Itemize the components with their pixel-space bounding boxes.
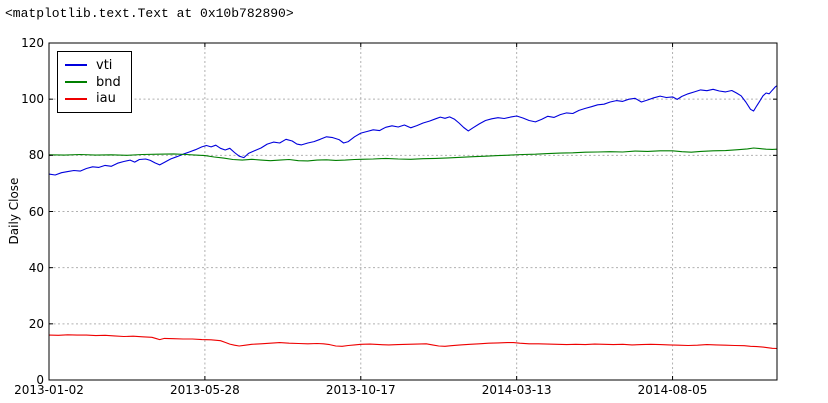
y-tick-label: 80: [28, 148, 44, 163]
x-tick-label: 2013-10-17: [325, 383, 396, 397]
bnd-line: [48, 147, 778, 162]
y-tick-label: 40: [28, 260, 44, 275]
legend-item-bnd: bnd: [65, 74, 121, 91]
x-tick-label: 2014-03-13: [481, 383, 552, 397]
legend: vti bnd iau: [57, 51, 132, 113]
legend-item-vti: vti: [65, 57, 121, 74]
y-tick-label: 60: [28, 204, 44, 219]
legend-line-sample: [65, 64, 87, 67]
y-tick-label: 0: [36, 373, 44, 387]
iau-line: [48, 334, 778, 350]
x-tick-label: 2013-01-02: [14, 383, 84, 397]
legend-label: iau: [96, 91, 116, 107]
y-tick-label: 120: [21, 36, 44, 50]
x-tick-label: 2014-08-05: [637, 383, 708, 397]
vti-line: [48, 85, 778, 176]
legend-label: vti: [96, 57, 113, 73]
y-tick-label: 20: [28, 316, 44, 331]
legend-item-iau: iau: [65, 90, 121, 107]
x-tick-label: 2013-05-28: [170, 383, 240, 397]
matplotlib-repr-text: <matplotlib.text.Text at 0x10b782890>: [5, 6, 294, 21]
legend-line-sample: [65, 97, 87, 100]
y-tick-label: 100: [21, 92, 44, 107]
legend-label: bnd: [96, 74, 121, 90]
legend-line-sample: [65, 81, 87, 83]
